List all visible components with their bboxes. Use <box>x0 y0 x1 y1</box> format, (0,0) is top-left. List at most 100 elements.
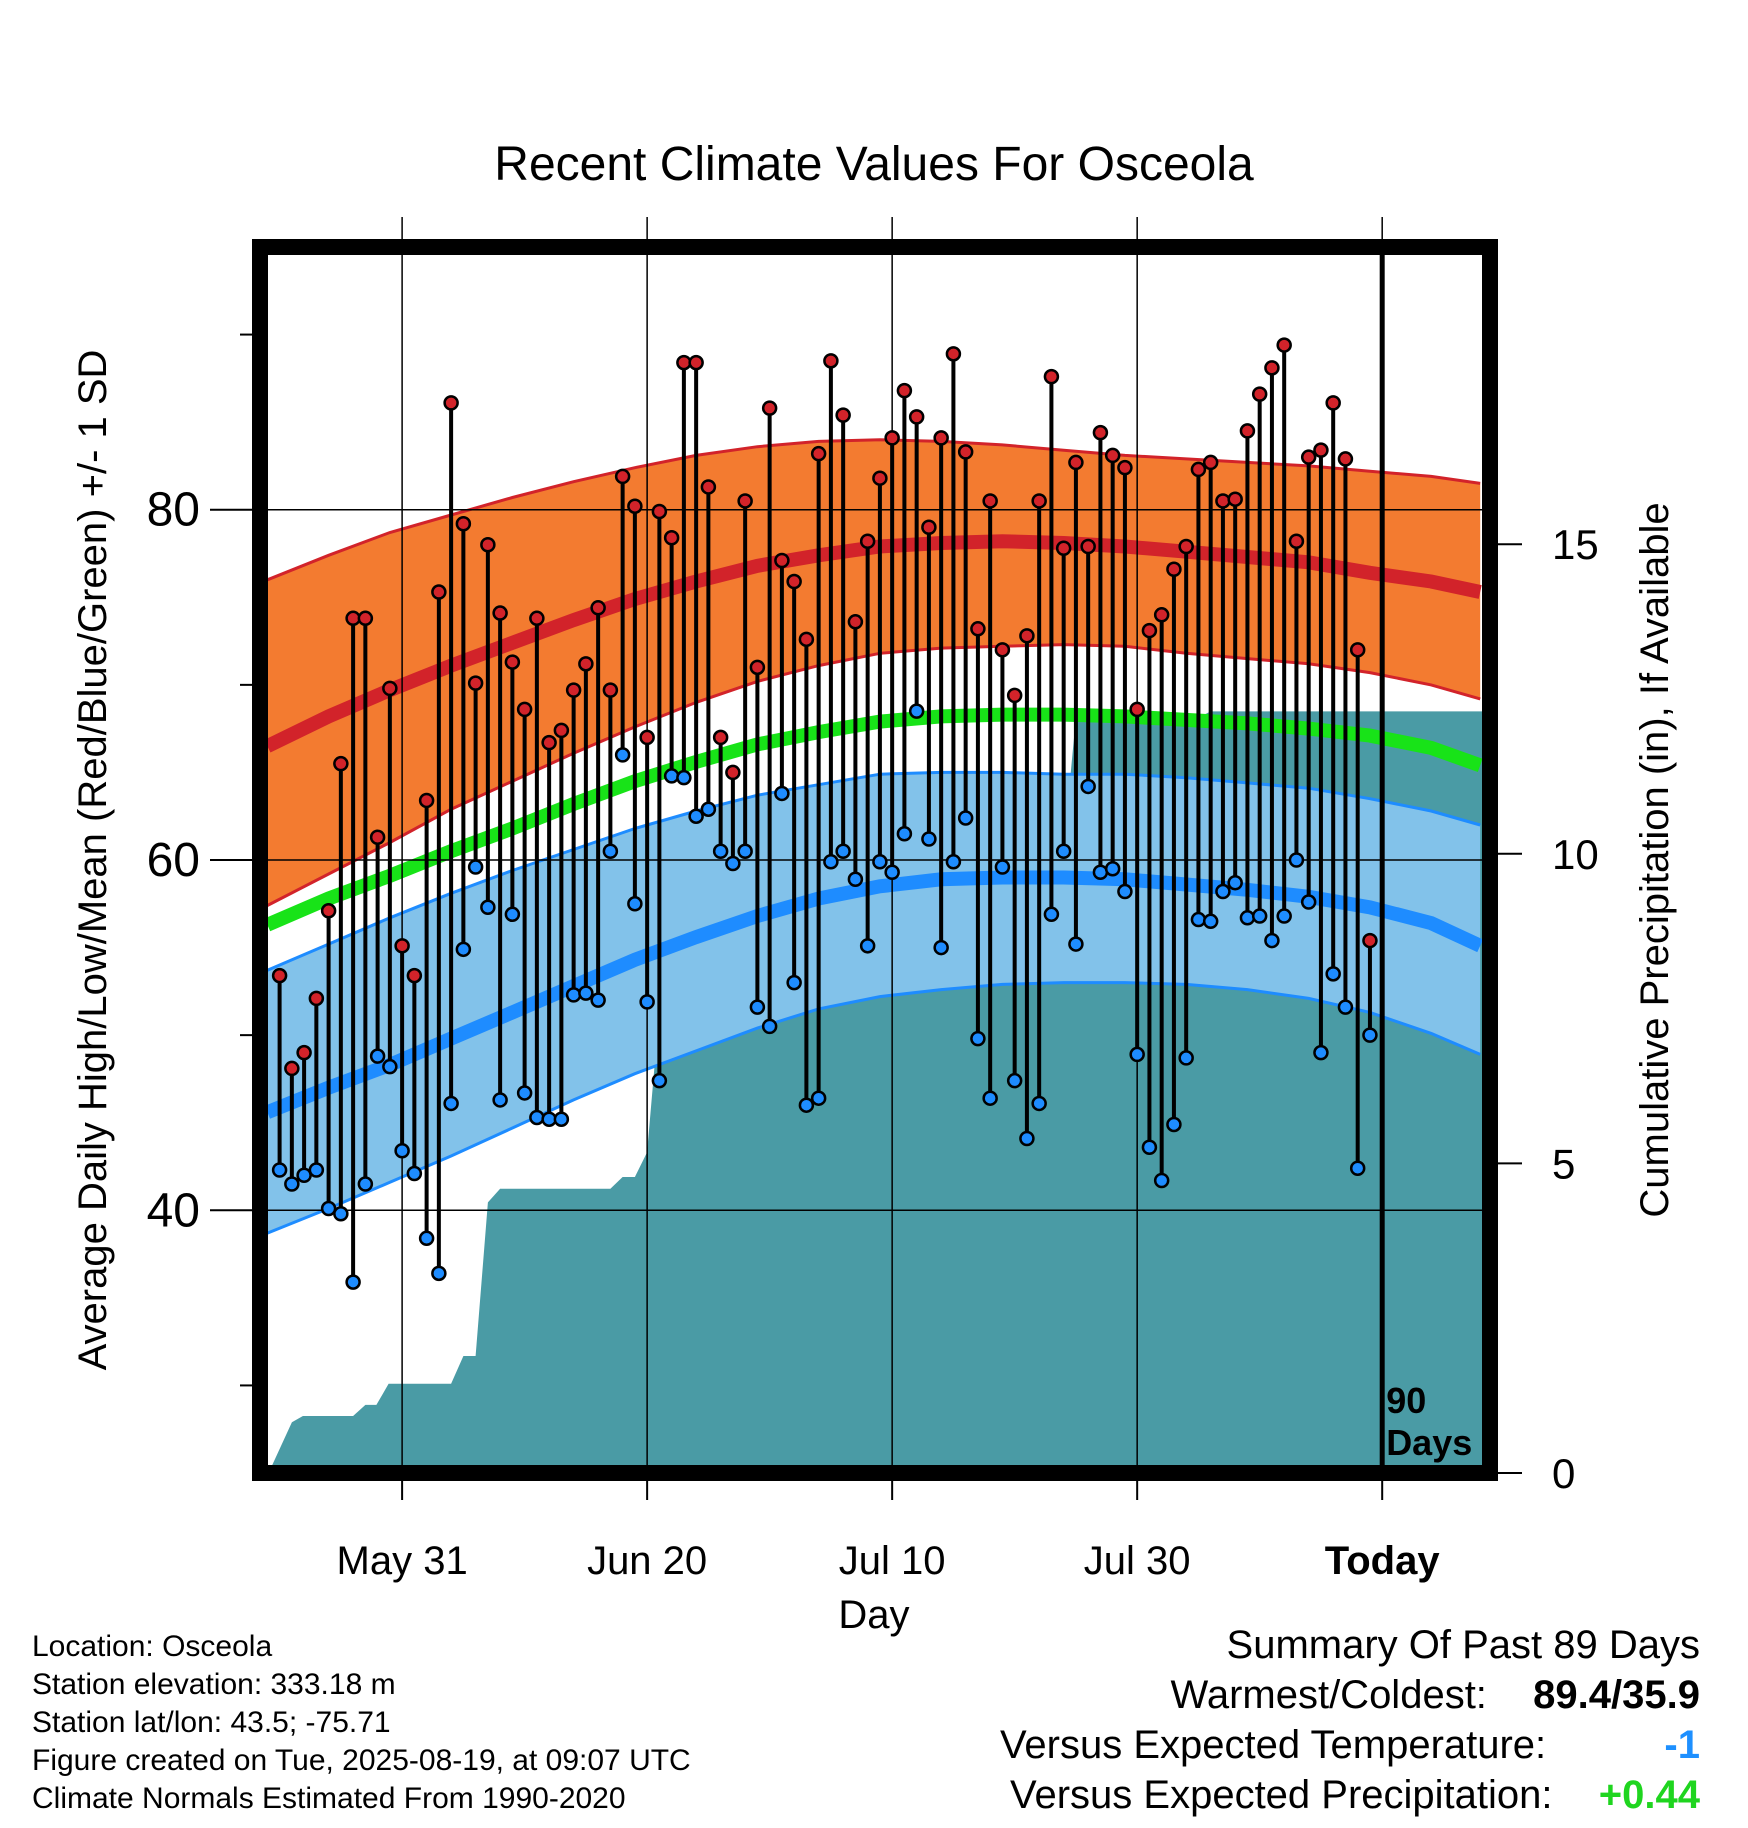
daily-low-point <box>406 1165 423 1182</box>
daily-low-point <box>737 843 753 859</box>
daily-low-point <box>1080 778 1096 795</box>
daily-low-point <box>786 974 802 991</box>
daily-low-point <box>590 992 606 1008</box>
daily-low-point <box>1215 883 1231 900</box>
daily-high-point <box>480 536 496 553</box>
daily-low-point <box>614 747 631 763</box>
daily-high-point <box>970 621 986 637</box>
daily-high-point <box>602 682 619 698</box>
daily-high-point <box>921 519 937 535</box>
daily-high-point <box>627 498 643 514</box>
daily-high-point <box>884 430 900 446</box>
daily-high-point <box>504 654 521 670</box>
daily-low-point <box>1325 966 1341 982</box>
daily-low-point <box>639 994 655 1010</box>
daily-low-point <box>1117 883 1133 900</box>
daily-low-point <box>1055 843 1072 859</box>
temp-row: Versus Expected Temperature: -1 <box>1000 1720 1700 1770</box>
daily-low-point <box>1239 910 1256 926</box>
x-tick-label: Jul 10 <box>839 1539 946 1583</box>
latlon-text: Station lat/lon: 43.5; -75.71 <box>32 1706 391 1739</box>
daily-low-point <box>627 896 643 912</box>
daily-low-point <box>1202 913 1219 930</box>
daily-low-point <box>443 1095 459 1112</box>
daily-high-point <box>516 701 533 718</box>
station-info: Location: Osceola Station elevation: 333… <box>32 1628 691 1818</box>
daily-high-point <box>1104 447 1121 464</box>
daily-low-point <box>982 1090 998 1106</box>
y-axis-label: Average Daily High/Low/Mean (Red/Blue/Gr… <box>71 350 115 1371</box>
daily-high-point <box>271 967 288 984</box>
y-tick-label: 80 <box>147 484 200 537</box>
y2-tick-label: 5 <box>1552 1140 1575 1187</box>
daily-high-point <box>688 354 704 371</box>
daily-low-point <box>676 769 692 786</box>
daily-high-point <box>394 938 410 954</box>
daily-high-point <box>1349 642 1366 658</box>
today-days-number: 90 <box>1386 1380 1426 1421</box>
daily-low-point <box>504 906 521 923</box>
daily-high-point <box>1300 449 1317 465</box>
daily-low-point <box>480 899 496 916</box>
daily-low-point <box>663 768 680 784</box>
daily-low-point <box>394 1142 410 1159</box>
summary-title: Summary Of Past 89 Days <box>1226 1623 1700 1667</box>
daily-low-point <box>884 864 900 881</box>
daily-high-point <box>443 395 459 411</box>
daily-high-point <box>1178 538 1194 555</box>
daily-high-point <box>1313 442 1329 458</box>
y2-axis-label: Cumulative Precipitation (in), If Availa… <box>1633 502 1677 1217</box>
daily-low-point <box>271 1162 288 1178</box>
daily-high-point <box>823 353 839 369</box>
daily-low-point <box>725 855 741 872</box>
daily-low-point <box>553 1111 570 1127</box>
daily-low-point <box>1362 1027 1378 1043</box>
daily-high-point <box>333 755 349 772</box>
normal-low-band-lower-edge <box>266 981 1481 1235</box>
daily-low-point <box>957 810 974 826</box>
daily-high-point <box>1276 337 1292 353</box>
daily-high-point <box>1080 538 1096 555</box>
daily-high-point <box>590 600 606 616</box>
daily-low-point <box>296 1167 312 1184</box>
daily-high-point <box>761 400 778 416</box>
daily-high-point <box>1006 687 1023 704</box>
daily-low-point <box>578 985 594 1001</box>
location-text: Location: Osceola <box>32 1630 273 1663</box>
daily-high-point <box>578 656 594 672</box>
daily-low-point <box>688 808 704 824</box>
daily-high-point <box>994 642 1011 658</box>
daily-low-point <box>847 871 864 888</box>
daily-high-point <box>945 346 962 362</box>
daily-low-point <box>761 1018 778 1035</box>
daily-low-point <box>382 1058 398 1075</box>
x-tick-label: Jun 20 <box>587 1539 707 1583</box>
precip-value: +0.44 <box>1598 1773 1700 1817</box>
daily-high-point <box>700 479 717 495</box>
daily-low-point <box>492 1092 508 1108</box>
daily-high-point <box>737 493 753 509</box>
daily-low-point <box>1178 1050 1194 1066</box>
y-tick-label: 60 <box>147 834 200 887</box>
daily-low-point <box>798 1097 815 1113</box>
daily-high-point <box>1227 491 1243 507</box>
daily-low-point <box>712 843 729 859</box>
daily-high-point <box>1117 459 1133 476</box>
precip-label: Versus Expected Precipitation: <box>1010 1773 1553 1817</box>
plot-frame <box>252 239 1498 1481</box>
daily-low-point <box>651 1072 668 1089</box>
daily-low-point <box>933 939 949 956</box>
daily-low-point <box>369 1048 386 1064</box>
warmest-value: 89.4/35.9 <box>1533 1673 1700 1717</box>
daily-low-point <box>431 1265 447 1282</box>
daily-high-point <box>1251 386 1268 402</box>
daily-high-point <box>467 675 484 691</box>
daily-low-point <box>467 859 484 875</box>
daily-high-point <box>798 631 815 648</box>
daily-high-point <box>1202 454 1219 471</box>
daily-low-point <box>1092 864 1109 881</box>
daily-low-point <box>1019 1130 1035 1147</box>
daily-high-point <box>1166 561 1182 578</box>
